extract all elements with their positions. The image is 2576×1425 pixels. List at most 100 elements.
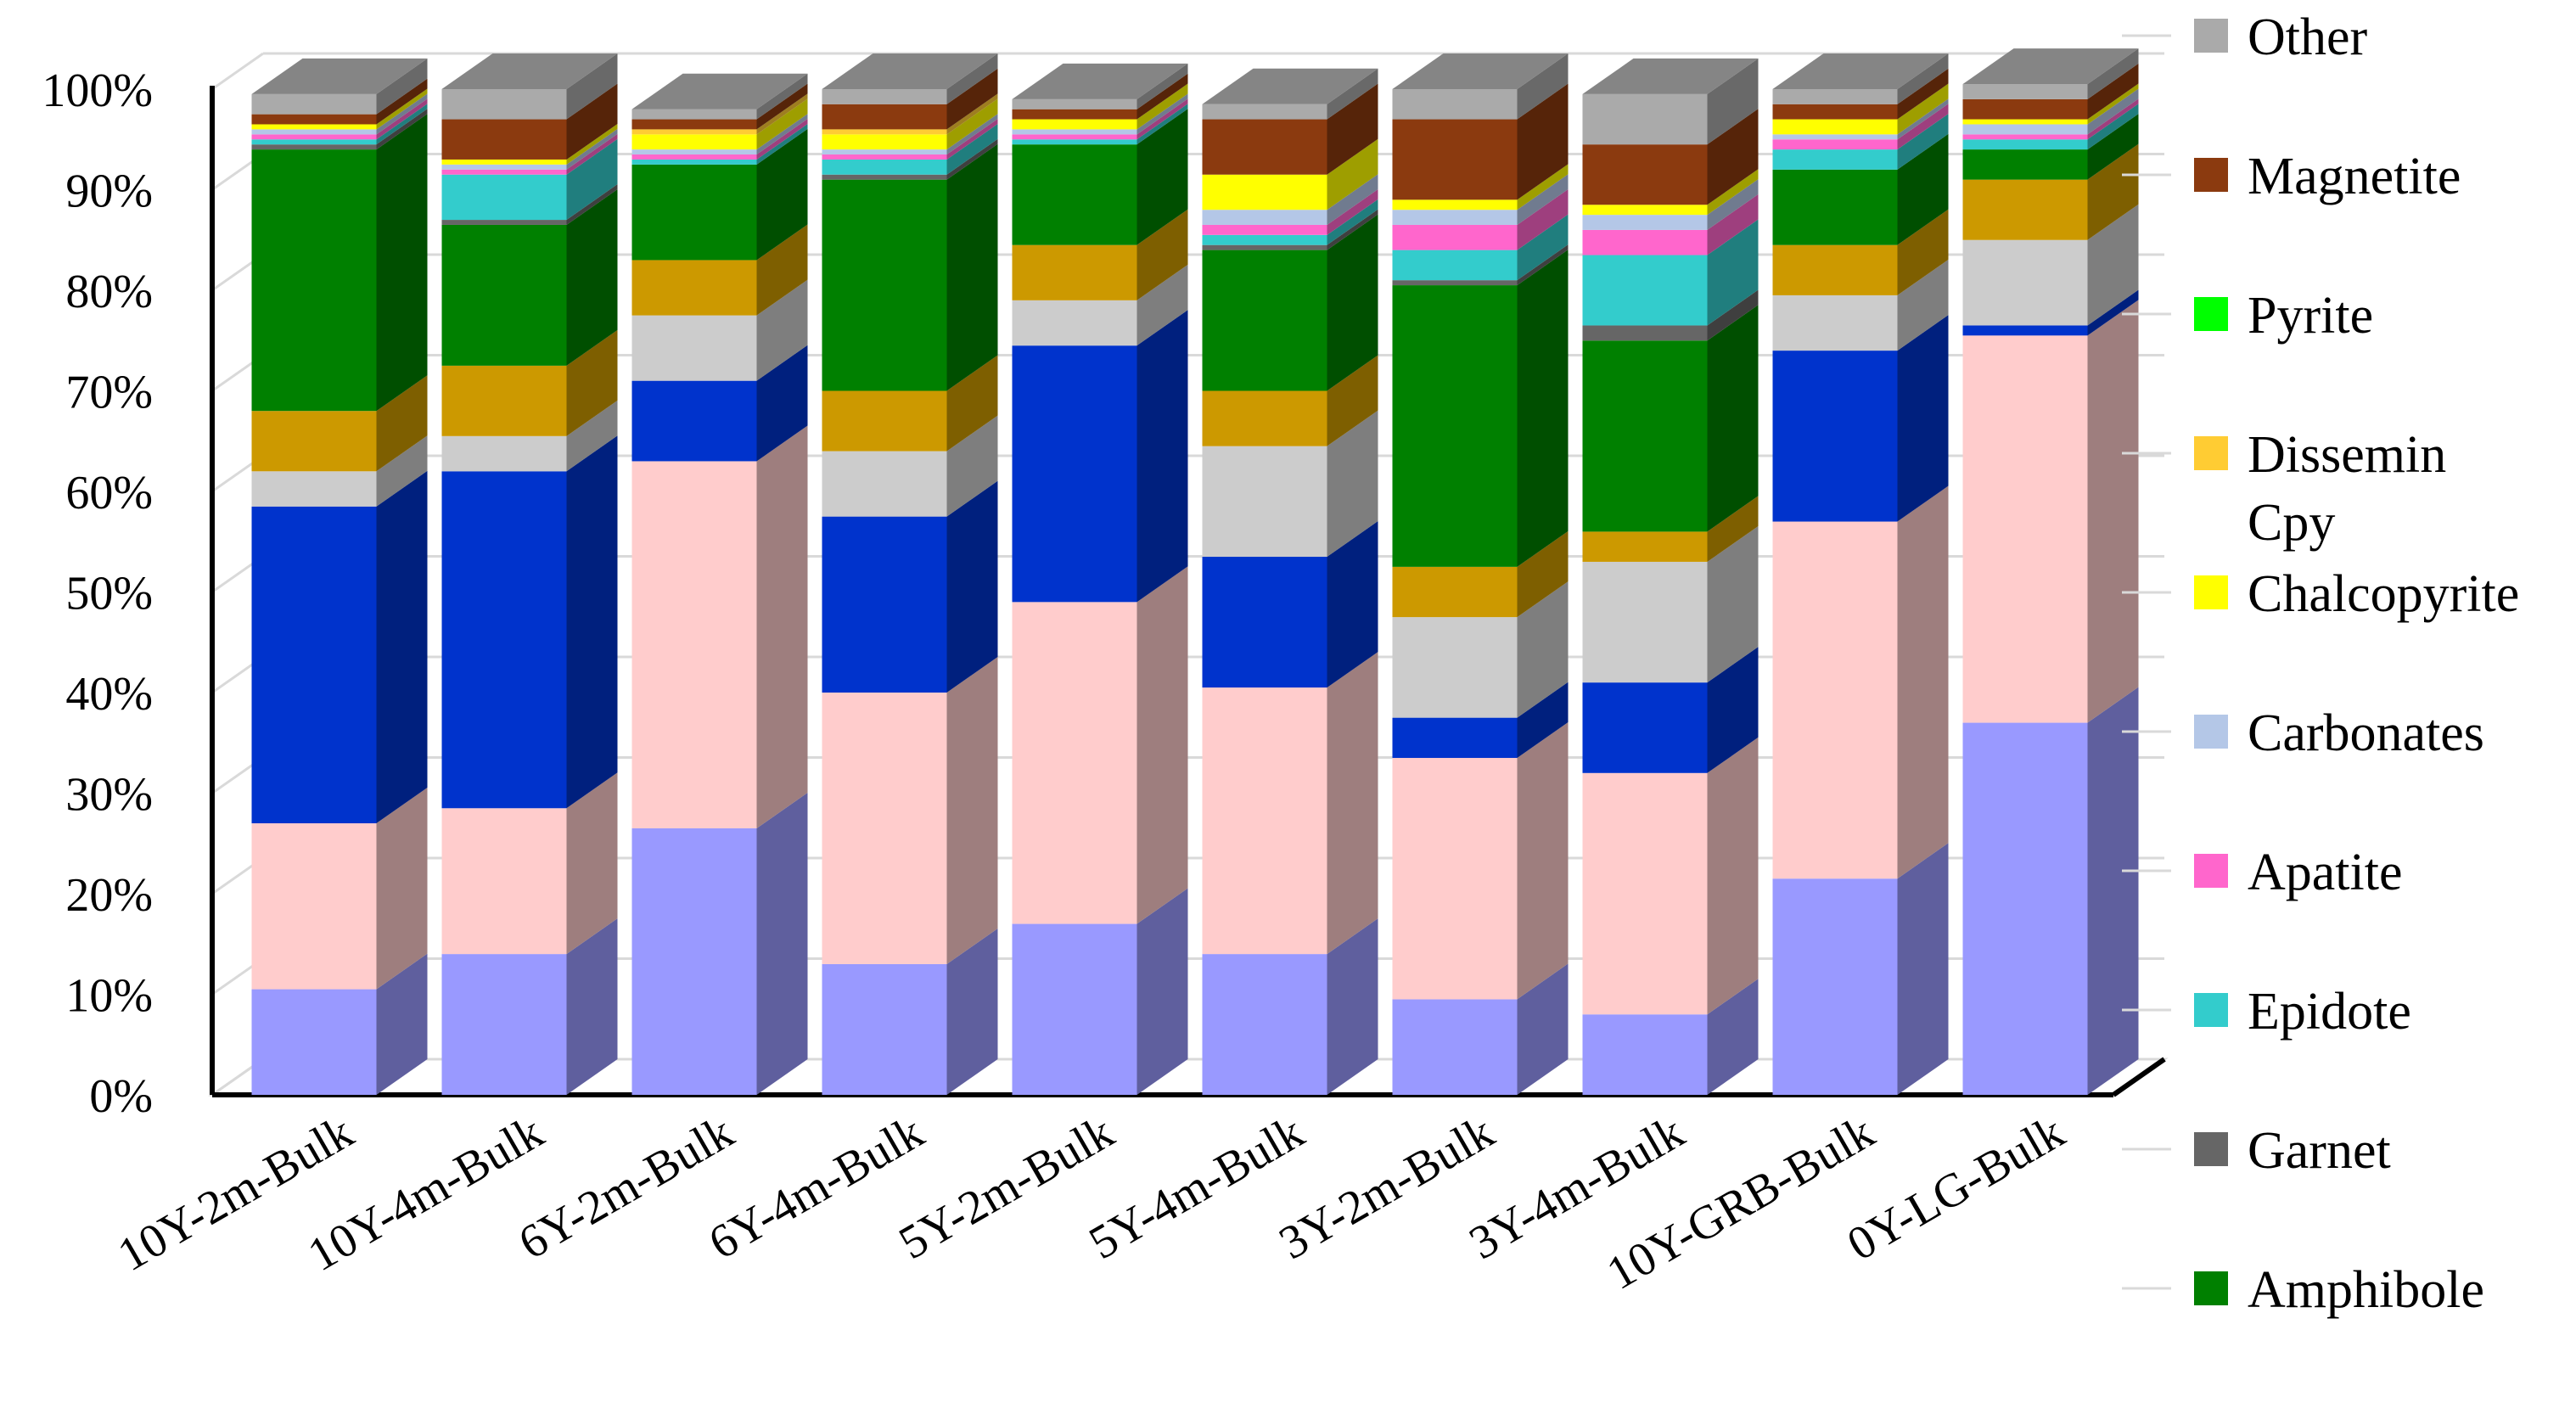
y-tick-label: 100% — [42, 65, 153, 117]
bar-segment-side-series-3 — [566, 435, 618, 809]
bar-segment-side-garnet — [946, 138, 998, 180]
bar-segment-series-3 — [1012, 345, 1137, 603]
legend-swatch-pyrite — [2194, 297, 2228, 331]
bar-segment-series-2 — [251, 823, 377, 990]
bar-segment-other — [1202, 104, 1327, 120]
bar-segment-epidote — [1962, 139, 2088, 150]
legend-swatch-epidote — [2194, 993, 2228, 1027]
bar-segment-epidote — [822, 159, 947, 175]
bar-segment-side-apatite — [946, 119, 998, 160]
bar-segment-apatite — [1202, 224, 1327, 235]
bar-segment-side-carbonates — [1517, 174, 1569, 225]
bar-segment-series-5 — [1012, 244, 1137, 300]
bar-segment-apatite — [822, 154, 947, 160]
bar-segment-side-other — [2087, 48, 2139, 99]
bar-segment-side-series-4 — [376, 435, 428, 507]
bar-segment-side-chalcopyrite — [566, 123, 618, 165]
bar-segment-side-series-4 — [946, 415, 998, 517]
bar-segment-side-epidote — [946, 123, 998, 175]
bar-segment-chalcopyrite — [1392, 199, 1518, 210]
x-tick-label-6y-4m-bulk: 6Y-4m-Bulk — [700, 1106, 932, 1271]
bar-segment-series-2 — [1962, 335, 2088, 723]
bar-segment-series-1 — [1582, 1014, 1708, 1095]
legend: Other Magnetite Pyrite Dissemin Cpy Chalcopyr… — [2122, 8, 2519, 1319]
bar-segment-side-series-1 — [376, 953, 428, 1095]
bar-segment-series-5 — [1202, 390, 1327, 446]
bar-segment-carbonates — [1012, 129, 1137, 135]
bar-segment-magnetite — [1012, 109, 1137, 120]
bar-segment-epidote — [251, 139, 377, 145]
bar-segment-series-2 — [1202, 687, 1327, 955]
bar-segment-series-5 — [441, 365, 567, 436]
bar-segment-series-5 — [1772, 244, 1898, 295]
bar-segment-side-chalcopyrite — [1707, 169, 1759, 216]
bar-segment-side-magnetite — [756, 83, 808, 130]
bar-segment-side-series-1 — [1707, 979, 1759, 1095]
y-tick-labels: 0% 10% 20% 30% 40% 50% 60% 70% 80% 90% 100% — [42, 65, 153, 1123]
bar-segment-apatite — [1772, 139, 1898, 150]
bar-segment-side-chalcopyrite — [1136, 83, 1188, 130]
bar-segment-side-amphibole — [566, 188, 618, 366]
bar-segment-series-4 — [631, 315, 757, 381]
bar-segment-side-series-5 — [1136, 209, 1188, 300]
bar-segment-garnet — [822, 174, 947, 180]
bar-segment-side-series-2 — [1707, 737, 1759, 1015]
legend-swatch-amphibole — [2194, 1271, 2228, 1305]
bar-segment-series-3 — [1392, 717, 1518, 759]
bar-segment-side-epidote — [1707, 219, 1759, 326]
bar-segment-side-series-3 — [2087, 289, 2139, 336]
bar-stack-6y-2m-bulk — [631, 73, 808, 1095]
bar-segment-other — [441, 89, 567, 120]
bar-segment-side-series-3 — [376, 470, 428, 824]
x-tick-labels: 10Y-2m-Bulk10Y-4m-Bulk6Y-2m-Bulk6Y-4m-Bu… — [109, 1106, 2074, 1300]
bar-segment-apatite — [251, 134, 377, 140]
bar-segment-series-3 — [631, 380, 757, 462]
bar-segment-side-epidote — [1517, 214, 1569, 281]
bar-segment-series-2 — [1582, 772, 1708, 1015]
bar-top-face — [631, 73, 808, 109]
bar-segment-side-other — [1136, 63, 1188, 109]
bar-segment-side-series-4 — [2087, 204, 2139, 326]
bar-segment-side-amphibole — [376, 114, 428, 412]
legend-label-carbonates: Carbonates — [2248, 704, 2484, 762]
bar-segment-apatite — [1392, 224, 1518, 250]
bar-segment-series-1 — [251, 989, 377, 1095]
legend-swatch-garnet — [2194, 1132, 2228, 1166]
bar-segment-side-amphibole — [1897, 133, 1949, 245]
bar-segment-series-1 — [1392, 999, 1518, 1095]
bar-segment-side-dissemin-cpy — [946, 93, 998, 135]
bar-segment-side-series-2 — [756, 425, 808, 828]
y-tick-label: 50% — [65, 568, 153, 620]
bar-segment-side-series-3 — [1517, 682, 1569, 759]
bar-segment-side-series-4 — [1897, 259, 1949, 351]
bar-segment-side-magnetite — [376, 78, 428, 125]
bar-segment-other — [251, 93, 377, 115]
bar-stack-6y-4m-bulk — [822, 53, 998, 1095]
bar-segment-amphibole — [1202, 250, 1327, 391]
bar-segment-series-4 — [1202, 446, 1327, 558]
bar-segment-series-5 — [1392, 566, 1518, 618]
bar-segment-series-5 — [1582, 531, 1708, 562]
bar-segment-side-amphibole — [1327, 214, 1378, 391]
bar-segment-chalcopyrite — [631, 134, 757, 150]
bar-segment-magnetite — [1582, 144, 1708, 205]
bar-segment-series-4 — [251, 471, 377, 507]
bar-segment-dissemin-cpy — [631, 129, 757, 135]
bar-segment-series-5 — [631, 260, 757, 316]
y-tick-label: 80% — [65, 266, 153, 318]
bar-segment-magnetite — [631, 119, 757, 130]
bar-segment-side-series-1 — [1517, 963, 1569, 1095]
bar-segment-epidote — [1202, 234, 1327, 245]
bar-segment-side-series-3 — [756, 345, 808, 462]
bar-segment-side-magnetite — [2087, 63, 2139, 120]
bar-segment-chalcopyrite — [822, 134, 947, 150]
bar-segment-side-dissemin-cpy — [756, 93, 808, 135]
bar-segment-dissemin-cpy — [822, 129, 947, 135]
bar-segment-chalcopyrite — [1962, 119, 2088, 125]
bar-segment-amphibole — [251, 149, 377, 412]
bar-segment-side-amphibole — [1136, 109, 1188, 245]
bar-segment-side-series-2 — [1897, 485, 1949, 879]
bar-segment-magnetite — [251, 114, 377, 125]
bar-segment-side-series-1 — [756, 792, 808, 1095]
